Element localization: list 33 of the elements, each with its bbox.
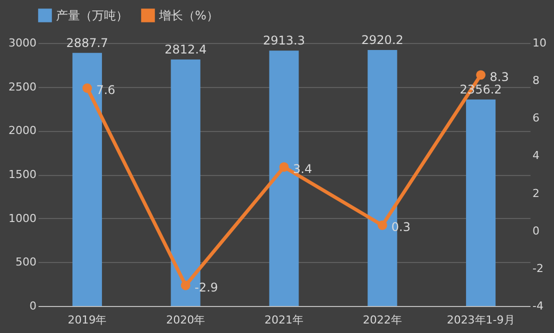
x-tick-label: 2020年 bbox=[166, 314, 206, 326]
y-tick-label: 1000 bbox=[8, 212, 36, 225]
y2-tick-label: 0 bbox=[532, 224, 540, 238]
x-tick-label: 2022年 bbox=[362, 314, 402, 326]
y2-tick-label: -2 bbox=[532, 262, 544, 275]
point bbox=[279, 162, 289, 172]
y2-tick-label: -4 bbox=[532, 300, 544, 312]
y2-tick-label: 10 bbox=[532, 36, 546, 50]
data-label: 2887.7 bbox=[66, 36, 108, 50]
y2-tick-label: 2 bbox=[532, 186, 540, 200]
y-tick-label: 0 bbox=[30, 300, 36, 312]
data-label: 2920.2 bbox=[361, 32, 404, 47]
point bbox=[82, 83, 92, 93]
y-tick-label: 500 bbox=[16, 256, 36, 269]
x-tick-label: 2021年 bbox=[264, 314, 304, 326]
data-label: 2812.4 bbox=[164, 42, 207, 56]
y-tick-label: 1500 bbox=[8, 168, 36, 181]
y-tick-label: 3000 bbox=[8, 36, 36, 50]
data-label: 2913.3 bbox=[263, 34, 305, 48]
point bbox=[378, 220, 388, 230]
y-tick-label: 2000 bbox=[8, 124, 36, 138]
x-tick-label: 2023年1-9月 bbox=[446, 314, 515, 326]
bar bbox=[466, 99, 496, 306]
legend-label: 增长（%） bbox=[158, 8, 218, 22]
point bbox=[476, 70, 486, 80]
point bbox=[180, 280, 190, 290]
y2-tick-label: 4 bbox=[532, 149, 540, 162]
y-tick-label: 2500 bbox=[8, 80, 36, 94]
data-label: 8.3 bbox=[490, 70, 509, 84]
y2-tick-label: 8 bbox=[532, 74, 540, 88]
x-tick-label: 2019年 bbox=[68, 314, 107, 326]
y2-tick-label: 6 bbox=[532, 112, 540, 125]
legend-label: 产量（万吨） bbox=[56, 8, 128, 22]
